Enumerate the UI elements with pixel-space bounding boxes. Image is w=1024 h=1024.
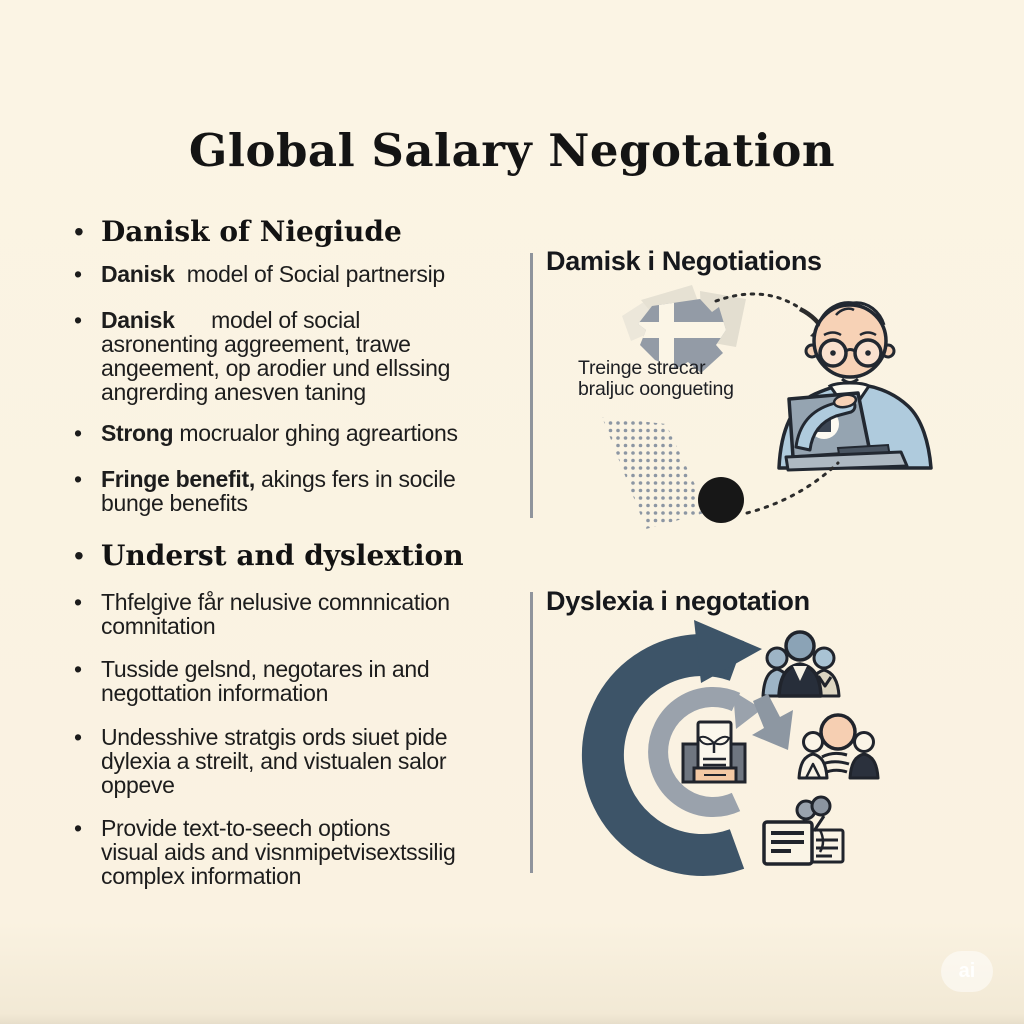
bullet-icon: • — [74, 540, 84, 571]
circular-arrow-icon — [581, 620, 762, 876]
inner-arc-icon — [648, 687, 762, 817]
person-laptop-icon — [777, 301, 933, 472]
item-lead: Danisk — [101, 261, 175, 287]
map-caption: Treinge strecar braljuc oongueting — [578, 357, 734, 400]
item-text: Provide text-to-seech options visual aid… — [101, 815, 456, 889]
section-heading: • Danisk of Niegiude — [74, 216, 514, 248]
list-item: • Strong mocrualor ghing agreartions — [74, 421, 514, 445]
bullet-icon: • — [74, 724, 83, 750]
item-text: model of social asronenting aggreement, … — [101, 307, 451, 405]
list-item: • Tusside gelsnd, negotares in and negot… — [74, 657, 514, 705]
bullet-icon: • — [74, 261, 83, 287]
panel-title-bottom: Dyslexia i negotation — [546, 586, 810, 616]
top-panel-illustration — [602, 285, 933, 529]
bullet-icon: • — [74, 216, 84, 247]
item-lead: Strong — [101, 420, 174, 446]
list-item: • Provide text-to-seech options visual a… — [74, 816, 514, 888]
list-item: • Undesshive stratgis ords siuet pide dy… — [74, 725, 514, 797]
halftone-band — [602, 417, 708, 529]
item-text: Undesshive stratgis ords siuet pide dyle… — [101, 724, 448, 798]
list-item: • Danisk model of social asronenting agg… — [74, 308, 514, 404]
item-text: model of Social partnersip — [174, 261, 445, 287]
ai-watermark-label: ai — [958, 960, 976, 982]
documents-heart-icon — [762, 795, 845, 866]
item-text: Thfelgive får nelusive comnnication comn… — [101, 589, 450, 639]
list-item: • Fringe benefit, akings fers in socile … — [74, 467, 514, 515]
item-text: Tusside gelsnd, negotares in and negotta… — [101, 656, 430, 706]
sprout-document-kiosk-icon — [681, 720, 747, 784]
bottom-panel-illustration — [581, 620, 880, 876]
bullet-icon: • — [74, 815, 83, 841]
bullet-icon: • — [74, 656, 83, 682]
heading-text: Underst and dyslextion — [101, 539, 464, 572]
bullet-icon: • — [74, 420, 83, 446]
item-lead: Danisk — [101, 307, 175, 333]
page-title: Global Salary Negotation — [188, 124, 836, 177]
team-icon — [761, 630, 841, 698]
panel-divider — [530, 253, 533, 518]
section-heading: • Underst and dyslextion — [74, 540, 514, 572]
item-lead: Fringe benefit, — [101, 466, 255, 492]
item-text: akings fers in socile bunge benefits — [101, 466, 456, 516]
ai-watermark-badge: ai — [941, 951, 993, 992]
bullet-icon: • — [74, 466, 83, 492]
panel-divider — [530, 592, 533, 873]
list-item: • Thfelgive får nelusive comnnication co… — [74, 590, 514, 638]
item-text: mocrualor ghing agreartions — [173, 420, 458, 446]
denmark-map-flag-icon — [638, 299, 726, 373]
black-dot — [698, 477, 744, 523]
panel-title-top: Damisk i Negotiations — [546, 246, 822, 276]
bullet-icon: • — [74, 589, 83, 615]
bullet-icon: • — [74, 307, 83, 333]
heading-text: Danisk of Niegiude — [101, 215, 402, 248]
discussion-icon — [797, 713, 880, 780]
down-arrow-icon — [752, 694, 793, 750]
dotted-curve — [745, 461, 840, 515]
list-item: • Danisk model of Social partnersip — [74, 262, 514, 286]
